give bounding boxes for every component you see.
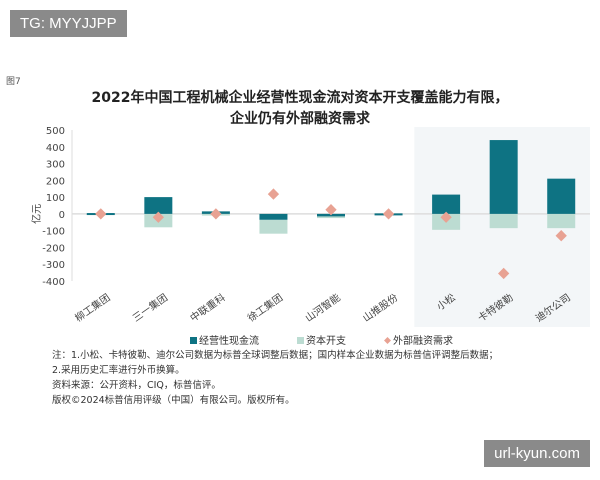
note-1: 注：1.小松、卡特彼勒、迪尔公司数据为标普全球调整后数据；国内样本企业数据为标普…: [52, 350, 499, 361]
bar-ocf: [489, 140, 518, 214]
title-line-2: 企业仍有外部融资需求: [230, 111, 370, 127]
bar-ocf: [259, 213, 288, 220]
y-tick-label: 300: [46, 160, 65, 171]
title-line-1: 2022年中国工程机械企业经营性现金流对资本开支覆盖能力有限，: [91, 90, 509, 106]
legend-item-ocf: 经营性现金流: [190, 332, 259, 347]
diamond-financing: [555, 230, 567, 242]
y-tick-label: 100: [46, 193, 65, 204]
y-tick-label: -200: [42, 243, 65, 254]
watermark-top: TG: MYYJJPP: [10, 10, 127, 37]
note-2: 2.采用历史汇率进行外币换算。: [52, 365, 185, 376]
copyright: 版权©2024标普信用评级（中国）有限公司。版权所有。: [52, 395, 295, 406]
bar-ocf: [432, 194, 461, 214]
x-tick-label: 柳工集团: [72, 291, 112, 325]
diamond-financing: [382, 208, 395, 220]
source: 资料来源：公开资料，CIQ，标普信评。: [52, 380, 221, 391]
diamond-financing: [210, 208, 222, 220]
y-tick-label: -400: [42, 277, 65, 288]
legend-item-financing: 外部融资需求: [384, 332, 453, 347]
y-tick-label: 0: [59, 210, 65, 221]
diamond-financing: [498, 267, 510, 280]
bar-capex: [547, 213, 576, 229]
y-tick-label: 400: [46, 143, 65, 154]
x-tick-label: 徐工集团: [245, 291, 285, 325]
legend-item-capex: 资本开支: [297, 332, 346, 347]
bar-ocf: [547, 178, 576, 214]
diamond-financing: [267, 188, 280, 200]
notes: 注：1.小松、卡特彼勒、迪尔公司数据为标普全球调整后数据；国内样本企业数据为标普…: [52, 348, 498, 408]
x-tick-label: 山河智能: [302, 291, 342, 325]
x-tick-label: 中联重科: [187, 291, 227, 325]
bar-capex: [489, 213, 518, 229]
x-tick-label: 三一集团: [130, 291, 170, 325]
diamond-financing: [440, 211, 452, 223]
bar-ocf: [144, 197, 173, 214]
y-axis-label: 亿元: [30, 204, 43, 224]
watermark-bottom: url-kyun.com: [484, 440, 590, 467]
diamond-financing: [95, 208, 107, 220]
y-tick-label: -300: [42, 260, 65, 271]
diamond-financing: [152, 211, 164, 223]
figure-label: 图7: [6, 77, 21, 87]
diamond-financing: [325, 204, 337, 216]
x-tick-label: 山推股份: [360, 291, 400, 325]
y-tick-label: 200: [46, 176, 65, 187]
y-tick-label: 500: [46, 126, 65, 137]
bar-capex: [317, 216, 345, 219]
legend: 经营性现金流 资本开支 外部融资需求: [190, 332, 453, 347]
y-tick-label: -100: [42, 227, 65, 238]
chart-title: 2022年中国工程机械企业经营性现金流对资本开支覆盖能力有限， 企业仍有外部融资…: [0, 88, 600, 130]
bar-capex: [259, 219, 288, 234]
